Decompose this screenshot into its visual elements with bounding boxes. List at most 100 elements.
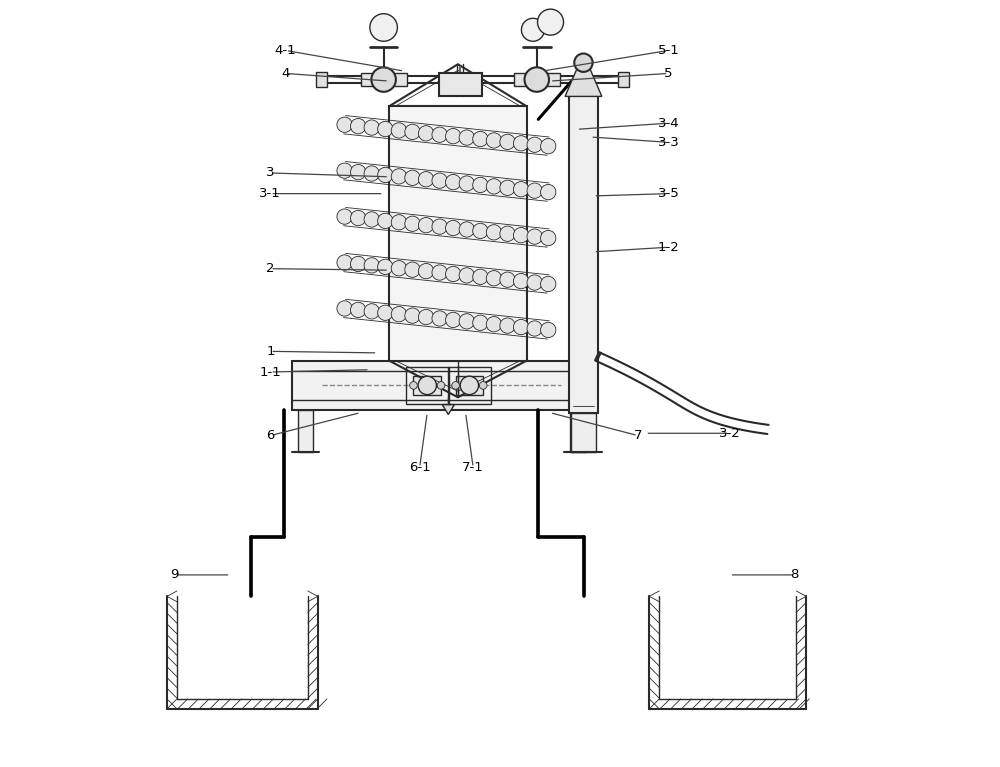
Circle shape xyxy=(486,179,502,194)
Circle shape xyxy=(405,216,420,232)
Text: 8: 8 xyxy=(791,568,799,581)
Circle shape xyxy=(391,169,407,184)
Text: 1: 1 xyxy=(266,345,275,358)
Circle shape xyxy=(364,166,379,181)
Text: 7-1: 7-1 xyxy=(462,461,484,474)
Circle shape xyxy=(405,124,420,140)
Polygon shape xyxy=(413,377,441,394)
Circle shape xyxy=(337,255,352,270)
Circle shape xyxy=(513,319,529,334)
Bar xyxy=(406,367,449,404)
Circle shape xyxy=(418,172,434,187)
Bar xyxy=(570,410,586,453)
Circle shape xyxy=(513,274,529,288)
Circle shape xyxy=(405,262,420,278)
Text: 3-5: 3-5 xyxy=(658,187,679,200)
Circle shape xyxy=(418,126,434,141)
Circle shape xyxy=(460,377,479,394)
Circle shape xyxy=(418,218,434,233)
Circle shape xyxy=(371,67,396,92)
Circle shape xyxy=(418,377,436,394)
Circle shape xyxy=(391,123,407,138)
Text: 4: 4 xyxy=(281,67,290,80)
Circle shape xyxy=(473,315,488,331)
Circle shape xyxy=(337,163,352,178)
Circle shape xyxy=(473,223,488,239)
Circle shape xyxy=(378,305,393,321)
Text: 3: 3 xyxy=(266,166,275,179)
Circle shape xyxy=(521,18,544,41)
Text: 1-2: 1-2 xyxy=(658,241,679,254)
Circle shape xyxy=(378,259,393,275)
Circle shape xyxy=(527,183,542,199)
Circle shape xyxy=(391,261,407,276)
Circle shape xyxy=(378,121,393,137)
Circle shape xyxy=(418,309,434,324)
Circle shape xyxy=(527,137,542,153)
Circle shape xyxy=(459,176,474,191)
Circle shape xyxy=(446,129,461,144)
Circle shape xyxy=(527,275,542,290)
Circle shape xyxy=(405,170,420,186)
Circle shape xyxy=(432,127,447,143)
Circle shape xyxy=(538,9,564,35)
Circle shape xyxy=(541,139,556,154)
Bar xyxy=(448,367,491,404)
Circle shape xyxy=(500,318,515,334)
Circle shape xyxy=(500,226,515,242)
Bar xyxy=(569,97,598,413)
Bar xyxy=(514,74,560,86)
Text: 2: 2 xyxy=(266,262,275,275)
Circle shape xyxy=(364,304,379,319)
Circle shape xyxy=(432,173,447,189)
Text: 6-1: 6-1 xyxy=(409,461,430,474)
Circle shape xyxy=(432,265,447,280)
Circle shape xyxy=(541,184,556,199)
Circle shape xyxy=(500,134,515,150)
Circle shape xyxy=(437,382,445,389)
Bar xyxy=(389,107,527,360)
Circle shape xyxy=(337,117,352,133)
Circle shape xyxy=(500,180,515,196)
Polygon shape xyxy=(442,404,454,414)
Circle shape xyxy=(541,230,556,245)
Bar xyxy=(439,74,482,97)
Circle shape xyxy=(432,219,447,234)
Circle shape xyxy=(541,322,556,337)
Circle shape xyxy=(486,271,502,286)
Circle shape xyxy=(446,266,461,281)
Circle shape xyxy=(351,210,366,225)
Circle shape xyxy=(541,276,556,291)
Bar xyxy=(292,360,592,410)
Text: 3-2: 3-2 xyxy=(719,426,741,439)
Circle shape xyxy=(378,167,393,183)
Text: 6: 6 xyxy=(266,429,275,442)
Circle shape xyxy=(459,222,474,237)
Circle shape xyxy=(486,317,502,332)
Circle shape xyxy=(452,382,459,389)
Circle shape xyxy=(391,307,407,322)
Circle shape xyxy=(351,118,366,133)
Circle shape xyxy=(486,133,502,148)
Circle shape xyxy=(527,321,542,336)
Circle shape xyxy=(513,182,529,197)
Text: 9: 9 xyxy=(170,568,179,581)
Circle shape xyxy=(351,164,366,179)
Text: 5: 5 xyxy=(664,67,673,80)
Circle shape xyxy=(524,67,549,92)
Bar xyxy=(361,74,407,86)
Circle shape xyxy=(410,382,417,389)
Circle shape xyxy=(351,256,366,272)
Circle shape xyxy=(479,382,487,389)
Circle shape xyxy=(513,228,529,243)
Circle shape xyxy=(500,272,515,288)
Circle shape xyxy=(364,258,379,273)
Circle shape xyxy=(337,209,352,224)
Circle shape xyxy=(459,314,474,329)
Polygon shape xyxy=(456,377,483,394)
Circle shape xyxy=(405,308,420,323)
Bar xyxy=(571,413,596,453)
Bar xyxy=(316,72,327,87)
Circle shape xyxy=(364,120,379,135)
Polygon shape xyxy=(565,54,602,97)
